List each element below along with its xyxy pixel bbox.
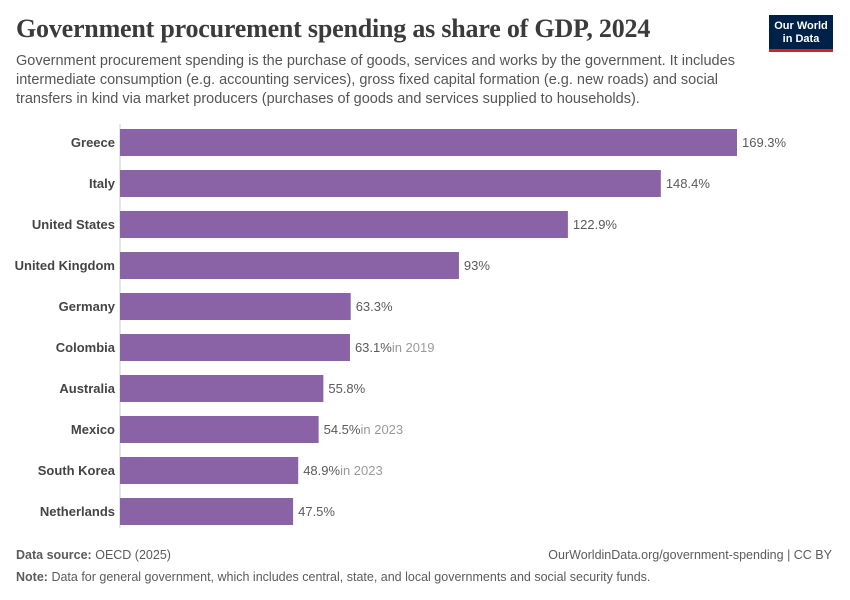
source-link[interactable]: OECD (2025) <box>95 548 171 562</box>
country-label: Mexico <box>71 422 115 437</box>
chart-subtitle: Government procurement spending is the p… <box>16 53 735 107</box>
credit-link[interactable]: OurWorldinData.org/government-spending |… <box>548 548 832 562</box>
data-source: Data source: OECD (2025) <box>16 548 171 562</box>
country-label: United States <box>32 217 115 232</box>
value-label: 54.5% <box>324 422 361 437</box>
bar[interactable] <box>120 498 294 525</box>
owid-logo[interactable]: Our World in Data <box>769 15 833 52</box>
value-label: 93% <box>464 258 490 273</box>
bar[interactable] <box>120 416 319 443</box>
footnote: Note: Data for general government, which… <box>16 570 650 584</box>
note-text: Data for general government, which inclu… <box>51 570 651 584</box>
country-label: Colombia <box>56 340 116 355</box>
value-label: 63.1% <box>355 340 392 355</box>
value-label: 47.5% <box>298 504 335 519</box>
country-label: Greece <box>71 135 115 150</box>
value-label: 148.4% <box>666 176 711 191</box>
bar[interactable] <box>120 211 568 238</box>
value-label: 55.8% <box>328 381 365 396</box>
bar[interactable] <box>120 170 661 197</box>
value-label: 48.9% <box>303 463 340 478</box>
value-label: 169.3% <box>742 135 787 150</box>
value-label: 122.9% <box>573 217 618 232</box>
source-label: Data source: <box>16 548 92 562</box>
country-label: Australia <box>59 381 115 396</box>
country-label: United Kingdom <box>15 258 115 273</box>
note-label: Note: <box>16 570 48 584</box>
logo-line-1: Our World <box>774 20 828 32</box>
bar[interactable] <box>120 293 351 320</box>
country-label: Netherlands <box>40 504 115 519</box>
chart-title: Government procurement spending as share… <box>16 14 651 43</box>
year-note: in 2023 <box>340 463 383 478</box>
bar-chart: Greece 169.3% Italy 148.4% United States 122.… <box>15 124 787 528</box>
bar[interactable] <box>120 334 350 361</box>
country-label: Italy <box>89 176 116 191</box>
bar[interactable] <box>120 252 459 279</box>
year-note: in 2023 <box>360 422 403 437</box>
country-label: South Korea <box>38 463 116 478</box>
value-label: 63.3% <box>356 299 393 314</box>
country-label: Germany <box>59 299 116 314</box>
bar[interactable] <box>120 457 299 484</box>
logo-line-2: in Data <box>782 33 820 45</box>
bar[interactable] <box>120 129 737 156</box>
year-note: in 2019 <box>392 340 435 355</box>
bar[interactable] <box>120 375 324 402</box>
